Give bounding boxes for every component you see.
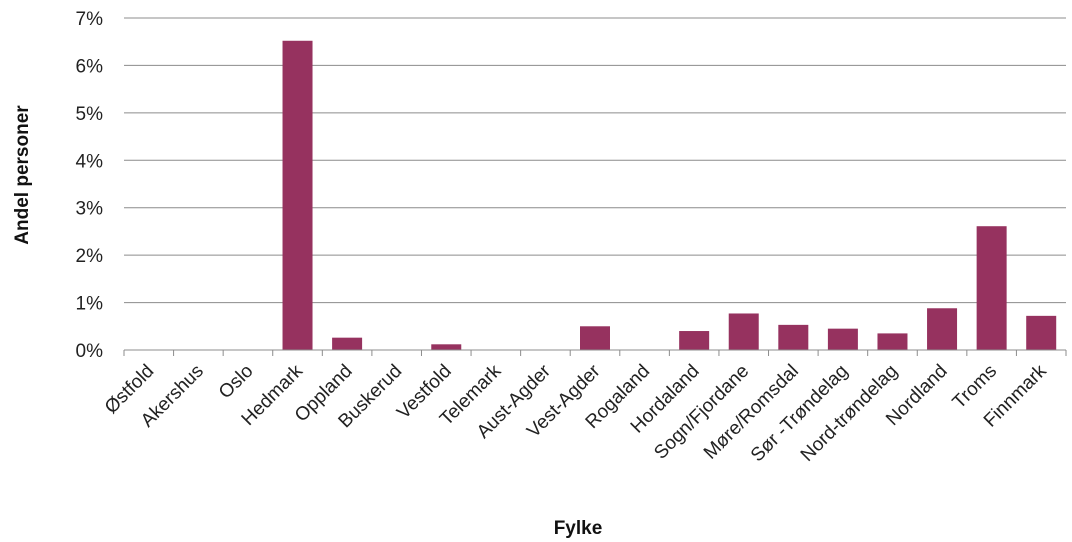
bar-vestfold <box>431 344 462 350</box>
y-axis-ticks: 0% 1% 2% 3% 4% 5% 6% 7% <box>76 9 104 362</box>
bar-oppland <box>332 337 363 350</box>
y-tick-label: 4% <box>76 151 104 172</box>
y-axis-title: Andel personer <box>12 105 33 245</box>
bar-nordland <box>927 308 958 350</box>
bar-hedmark <box>282 40 313 350</box>
bar-finnmark <box>1026 315 1057 350</box>
bar-nord-trøndelag <box>877 333 908 350</box>
x-tick-label: Oslo <box>215 361 257 403</box>
bar-sør-trøndelag <box>827 328 858 350</box>
bar-hordaland <box>679 331 710 350</box>
y-tick-label: 0% <box>76 341 104 362</box>
bar-sogn-fjordane <box>728 313 759 350</box>
x-axis-title: Fylke <box>554 518 603 539</box>
y-tick-label: 3% <box>76 199 104 220</box>
bar-møre-romsdal <box>778 324 809 350</box>
bars <box>282 40 1057 350</box>
gridlines <box>124 17 1066 304</box>
y-tick-label: 2% <box>76 246 104 267</box>
y-tick-label: 5% <box>76 104 104 125</box>
y-tick-label: 6% <box>76 56 104 77</box>
y-tick-label: 1% <box>76 294 104 315</box>
bar-vest-agder <box>580 326 610 350</box>
bar-troms <box>976 226 1007 350</box>
y-tick-label: 7% <box>76 9 104 30</box>
